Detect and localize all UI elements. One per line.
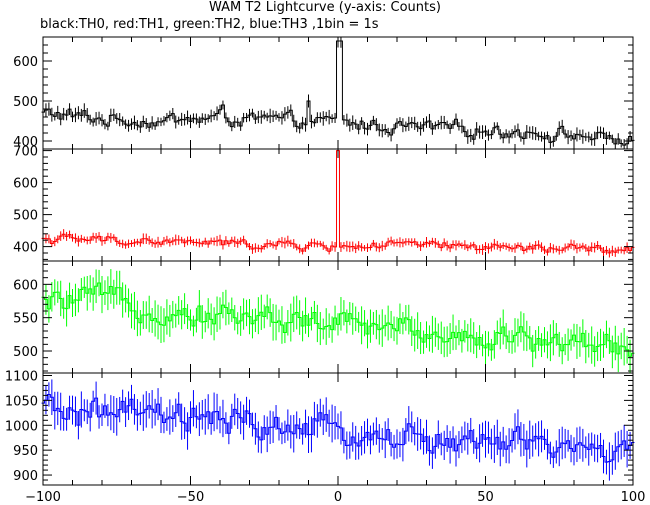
x-tick-label: 0 — [334, 490, 342, 505]
y-tick-label: 900 — [13, 469, 38, 484]
chart-subtitle: black:TH0, red:TH1, green:TH2, blue:TH3 … — [40, 17, 379, 32]
y-tick-label: 600 — [13, 278, 38, 293]
y-tick-label: 500 — [13, 209, 38, 224]
y-tick-label: 400 — [13, 241, 38, 256]
y-tick-label: 550 — [13, 312, 38, 327]
chart-title: WAM T2 Lightcurve (y-axis: Counts) — [209, 0, 441, 15]
y-tick-label: 500 — [13, 95, 38, 110]
y-tick-label: 600 — [13, 55, 38, 70]
series-line-th2 — [41, 282, 635, 357]
series-line-th3 — [41, 393, 635, 463]
y-tick-label: 950 — [13, 444, 38, 459]
x-tick-label: 100 — [621, 490, 646, 505]
y-tick-label: 500 — [13, 345, 38, 360]
series-line-th1 — [41, 150, 635, 254]
series-line-th0 — [41, 40, 635, 146]
y-tick-label: 600 — [13, 177, 38, 192]
x-tick-label: −50 — [177, 490, 204, 505]
x-tick-label: −100 — [25, 490, 61, 505]
y-tick-label: 1050 — [5, 394, 38, 409]
y-tick-label: 1100 — [5, 369, 38, 384]
y-tick-label: 700 — [13, 145, 38, 160]
x-tick-label: 50 — [477, 490, 494, 505]
y-tick-label: 1000 — [5, 419, 38, 434]
y-tick-label: 400 — [13, 135, 38, 150]
